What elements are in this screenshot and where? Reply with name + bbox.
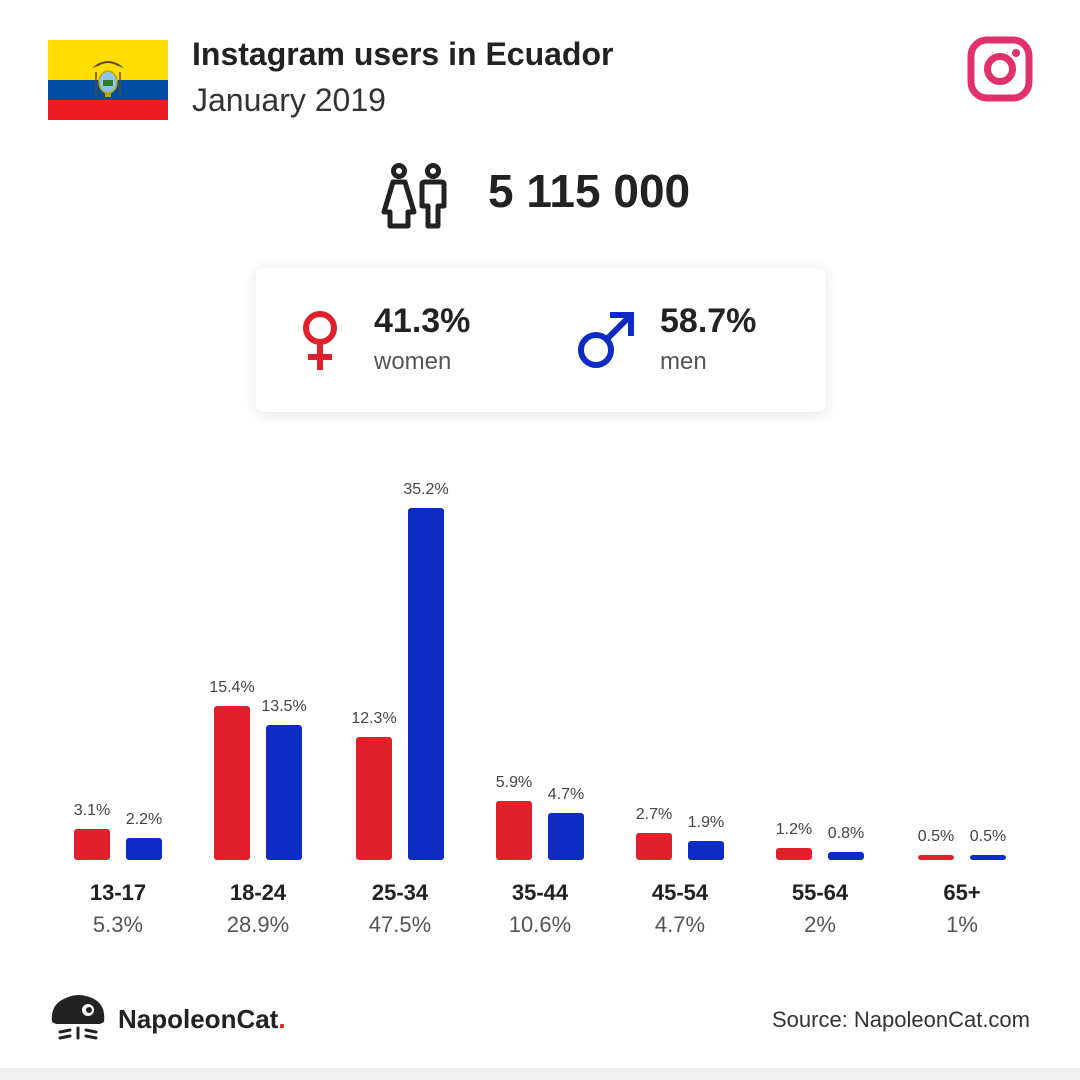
women-percentage: 41.3% [374,302,471,340]
data-label-women-18-24: 15.4% [209,679,254,696]
data-label-men-35-44: 4.7% [548,786,584,803]
data-label-women-35-44: 5.9% [496,774,532,791]
napoleoncat-logo-icon [51,995,105,1040]
bar-men-13-17 [126,838,162,860]
data-label-women-13-17: 3.1% [74,802,110,819]
instagram-icon [967,36,1033,102]
data-label-men-55-64: 0.8% [828,825,864,842]
bar-women-65+ [918,855,954,860]
men-percentage: 58.7% [660,302,757,340]
data-label-men-45-54: 1.9% [688,814,724,831]
category-label-35-44: 35-44 [512,880,569,905]
bar-women-35-44 [496,801,532,860]
page-subtitle: January 2019 [192,82,386,118]
category-total-35-44: 10.6% [509,912,571,937]
male-symbol-icon [578,312,634,368]
bar-women-55-64 [776,848,812,860]
bar-men-18-24 [266,725,302,860]
data-label-men-65+: 0.5% [970,828,1006,845]
data-label-women-65+: 0.5% [918,828,954,845]
ecuador-flag-icon [48,40,168,120]
men-label: men [660,348,707,375]
bar-men-55-64 [828,852,864,860]
female-symbol-icon [303,311,337,370]
category-label-13-17: 13-17 [90,880,146,905]
data-label-women-45-54: 2.7% [636,806,672,823]
data-label-women-55-64: 1.2% [776,821,812,838]
bar-women-13-17 [74,829,110,860]
category-total-25-34: 47.5% [369,912,431,937]
data-label-men-25-34: 35.2% [403,481,448,498]
category-total-65+: 1% [946,912,978,937]
data-label-women-25-34: 12.3% [351,710,396,727]
category-total-13-17: 5.3% [93,912,143,937]
category-total-55-64: 2% [804,912,836,937]
category-label-25-34: 25-34 [372,880,429,905]
bar-men-65+ [970,855,1006,860]
bar-men-45-54 [688,841,724,860]
brand-text: NapoleonCat [118,1004,279,1034]
bar-women-25-34 [356,737,392,860]
brand-dot: . [278,1004,286,1034]
category-label-55-64: 55-64 [792,880,849,905]
gender-split-card: 41.3% women 58.7% men [256,268,826,412]
users-icon [381,163,447,229]
age-gender-bar-chart: 3.1% 2.2% 13-17 5.3% 15.4% 13.5% 18-24 28.9% 12.… [74,481,1006,937]
category-total-18-24: 28.9% [227,912,289,937]
source-credit: Source: NapoleonCat.com [771,1007,1030,1032]
bar-men-35-44 [548,813,584,860]
category-label-65+: 65+ [943,880,980,905]
women-label: women [374,348,452,375]
data-label-men-13-17: 2.2% [126,811,162,828]
page-title: Instagram users in Ecuador [192,36,614,72]
total-users: 5 115 000 [488,165,691,217]
category-label-18-24: 18-24 [230,880,287,905]
brand-name: NapoleonCat. [118,1004,286,1035]
bar-men-25-34 [408,508,444,860]
category-total-45-54: 4.7% [655,912,705,937]
footer-strip [0,1068,1080,1080]
bar-women-45-54 [636,833,672,860]
category-label-45-54: 45-54 [652,880,709,905]
bar-women-18-24 [214,706,250,860]
data-label-men-18-24: 13.5% [261,698,306,715]
